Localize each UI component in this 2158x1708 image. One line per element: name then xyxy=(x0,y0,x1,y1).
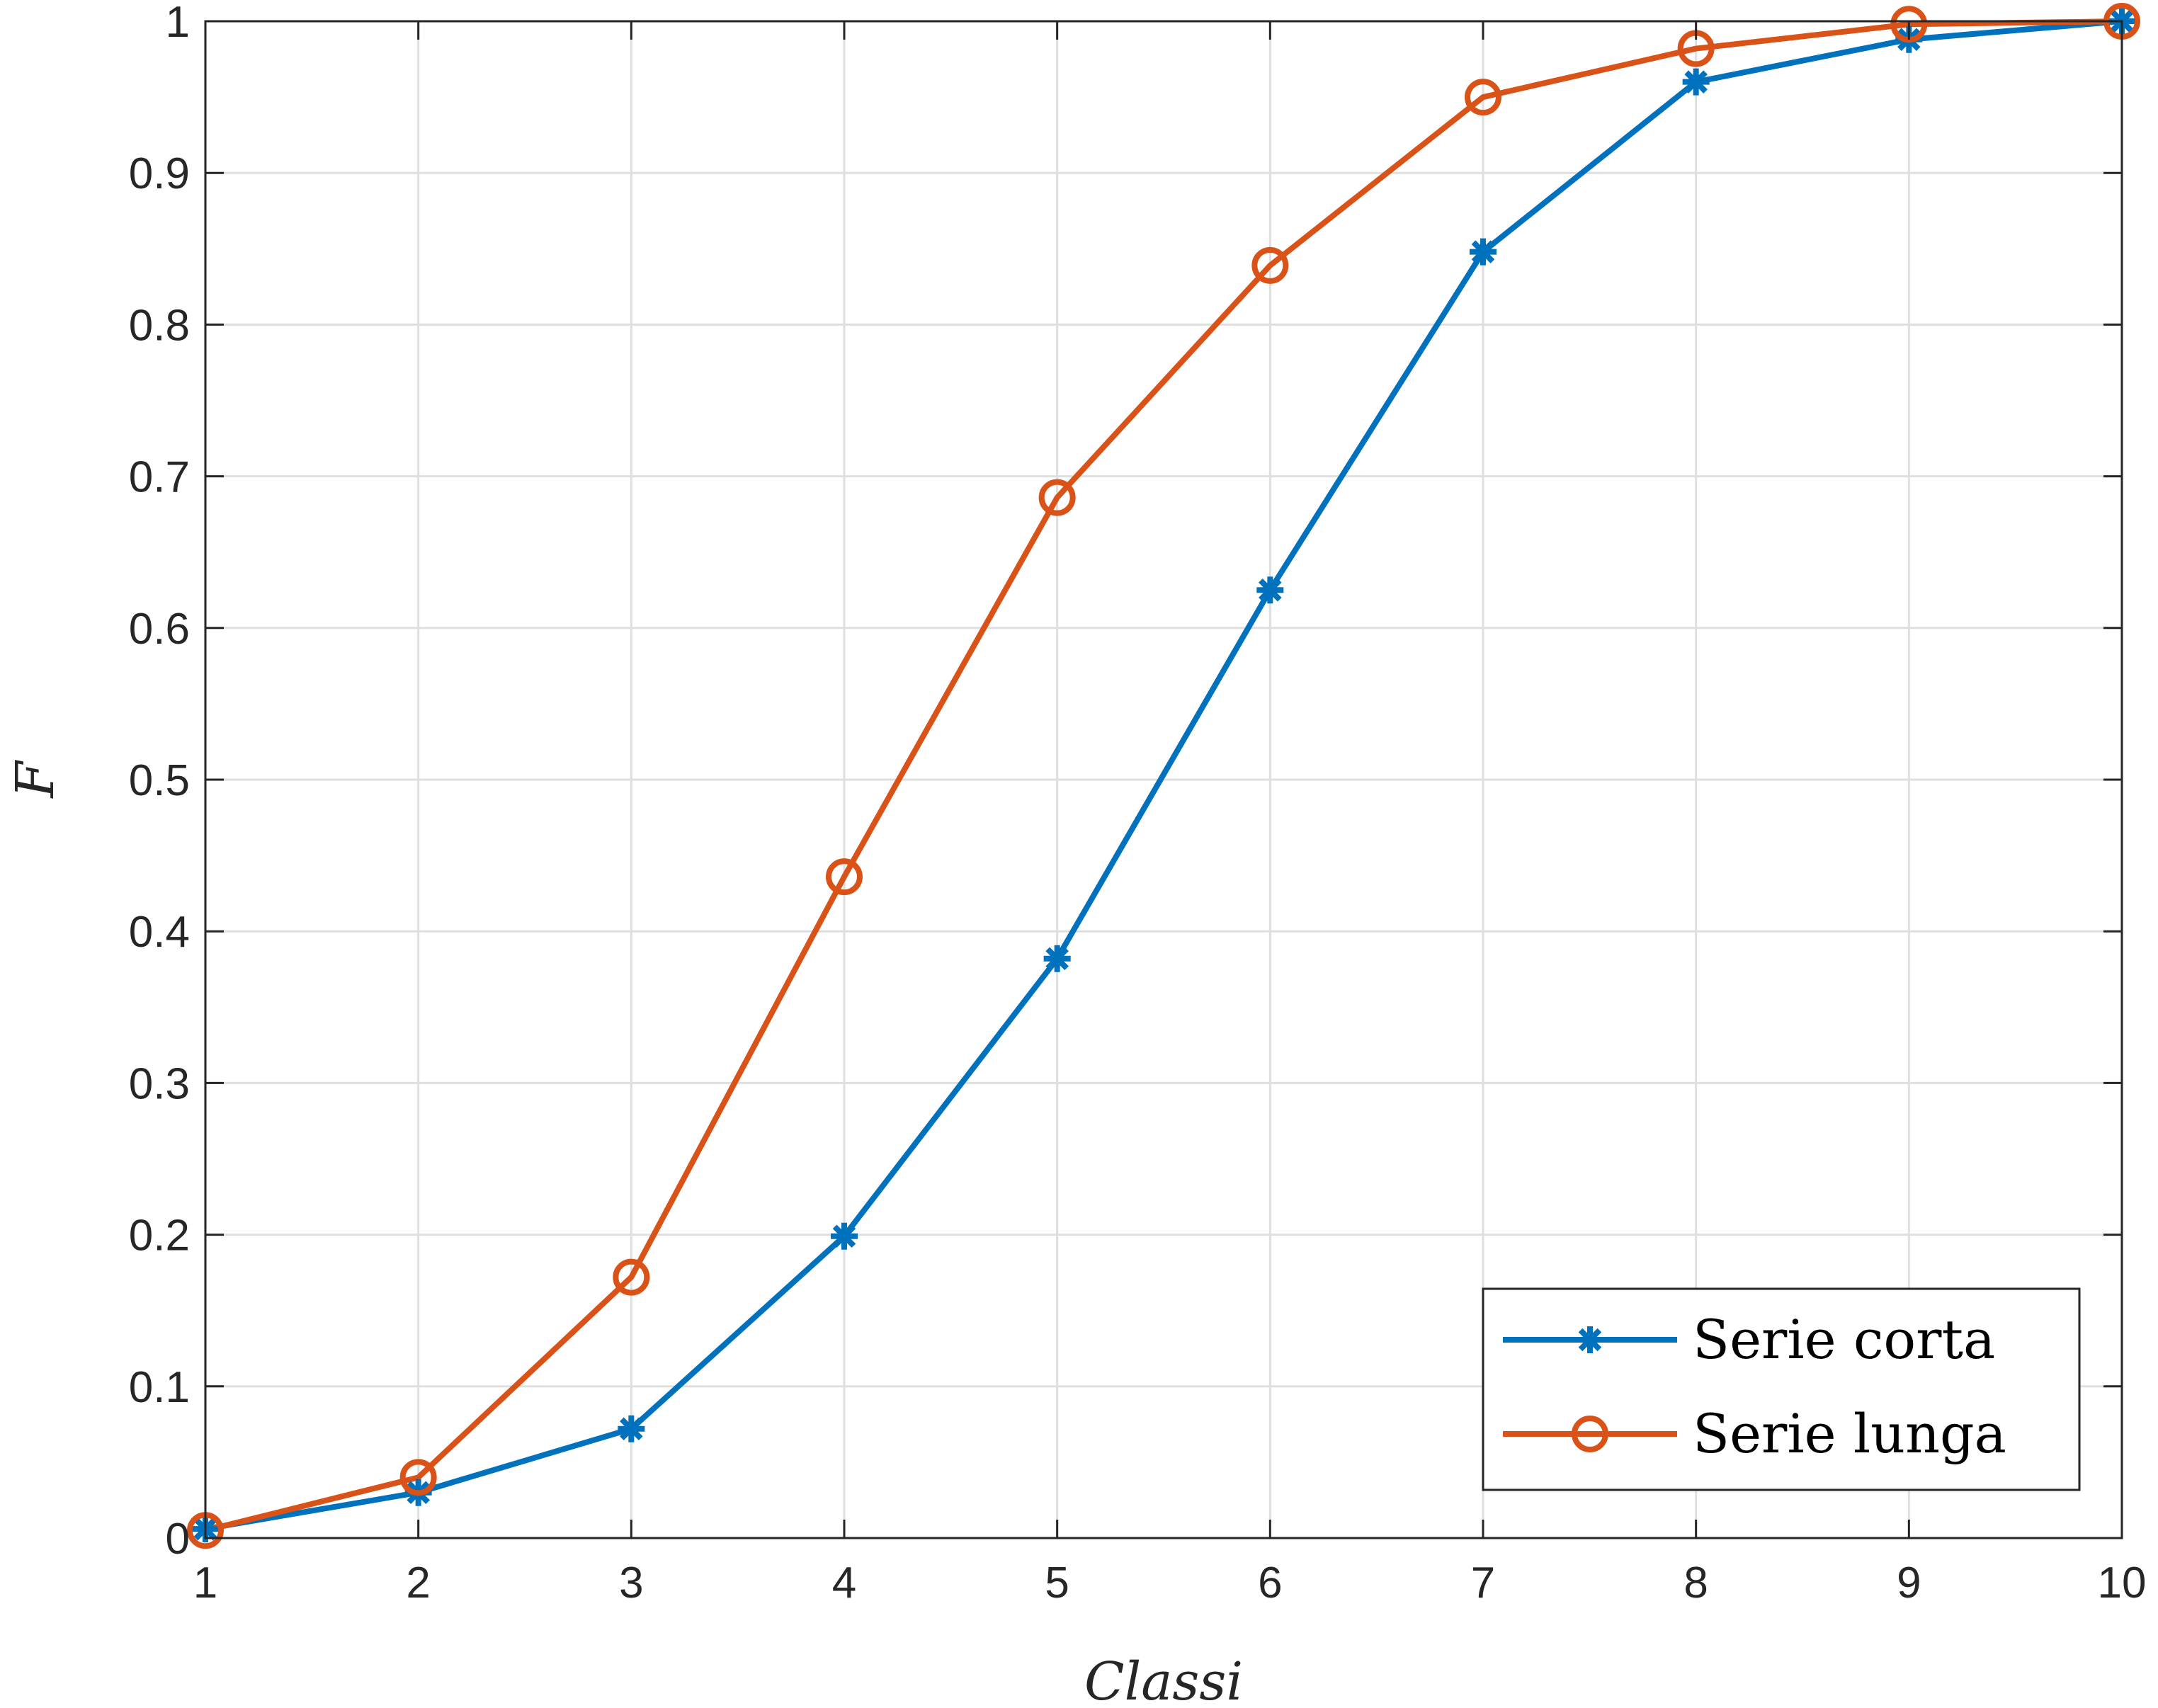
tick-marks xyxy=(204,20,2123,1539)
legend-marker-1 xyxy=(1577,1326,1603,1353)
series-1-point xyxy=(1682,68,1710,96)
y-axis-title: F xyxy=(5,760,66,799)
x-tick-label: 3 xyxy=(619,1559,643,1607)
x-tick-label: 10 xyxy=(2098,1559,2147,1607)
x-tick-label: 7 xyxy=(1471,1559,1495,1607)
series-2-point xyxy=(1251,246,1289,284)
series-line-1 xyxy=(205,18,2123,1532)
y-tick-label: 0.5 xyxy=(129,756,190,805)
series-lines xyxy=(205,18,2123,1534)
y-tick-labels: 0 0.1 0.2 0.3 0.4 0.5 0.6 0.7 0.8 0.9 1 xyxy=(129,0,190,1564)
y-tick-label: 0.9 xyxy=(129,149,190,198)
x-tick-label: 8 xyxy=(1683,1559,1708,1607)
y-tick-label: 0.6 xyxy=(129,605,190,654)
series-1-point xyxy=(1043,945,1071,972)
y-tick-label: 0.7 xyxy=(129,453,190,502)
x-tick-label: 5 xyxy=(1045,1559,1069,1607)
x-tick-label: 2 xyxy=(406,1559,430,1607)
y-tick-label: 0.1 xyxy=(129,1363,190,1412)
x-tick-label: 4 xyxy=(832,1559,856,1607)
legend: Serie corta Serie lunga xyxy=(1482,1287,2081,1491)
series-2-point xyxy=(399,1459,437,1496)
series-markers xyxy=(187,3,2140,1549)
x-tick-label: 1 xyxy=(193,1559,217,1607)
legend-label-2: Serie lunga xyxy=(1693,1402,2006,1465)
series-2-point xyxy=(1465,79,1501,116)
series-1-point xyxy=(618,1415,645,1442)
legend-box xyxy=(1482,1287,2081,1491)
series-1-point xyxy=(1256,576,1284,604)
series-1-point xyxy=(831,1222,858,1250)
y-tick-label: 0.4 xyxy=(129,908,190,957)
legend-label-1: Serie corta xyxy=(1693,1308,1995,1371)
legend-marker-2 xyxy=(1572,1416,1608,1452)
y-tick-label: 1 xyxy=(166,0,190,47)
x-tick-label: 6 xyxy=(1258,1559,1282,1607)
series-1-point xyxy=(1470,238,1497,266)
y-tick-label: 0.8 xyxy=(129,301,190,350)
x-axis-title: Classi xyxy=(1084,1651,1243,1708)
series-line-2 xyxy=(205,18,2123,1534)
series-2-point xyxy=(826,858,863,896)
series-2-point xyxy=(1890,6,1928,43)
grid-lines xyxy=(204,20,2123,1539)
y-tick-label: 0 xyxy=(166,1515,190,1564)
y-tick-label: 0.2 xyxy=(129,1212,190,1260)
series-2-point xyxy=(613,1258,650,1296)
y-tick-label: 0.3 xyxy=(129,1059,190,1108)
series-2-point xyxy=(1038,479,1076,516)
x-tick-label: 9 xyxy=(1897,1559,1921,1607)
x-tick-labels: 1 2 3 4 5 6 7 8 9 10 xyxy=(193,1559,2147,1607)
